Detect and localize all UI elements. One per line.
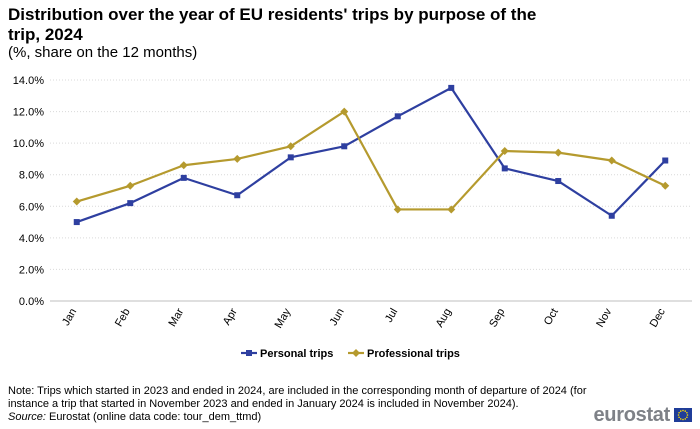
x-axis-ticks: Jan Feb Mar Apr May Jun Jul Aug Sep Oct Nov Dec xyxy=(60,306,668,330)
data-point xyxy=(72,197,81,206)
x-tick-label: Nov xyxy=(594,306,614,329)
eu-flag-icon xyxy=(674,408,692,422)
x-tick-label: Mar xyxy=(166,306,186,329)
y-tick-label: 4.0% xyxy=(19,233,44,245)
data-point xyxy=(233,154,242,163)
legend-label: Professional trips xyxy=(367,348,460,360)
x-tick-label: Jun xyxy=(328,307,347,328)
x-tick-label: Apr xyxy=(221,306,240,327)
x-tick-label: Aug xyxy=(434,307,454,330)
chart-title: Distribution over the year of EU residen… xyxy=(8,5,537,44)
y-tick-label: 14.0% xyxy=(13,75,44,87)
y-tick-label: 6.0% xyxy=(19,201,44,213)
data-point xyxy=(661,181,670,190)
x-tick-label: Dec xyxy=(648,306,668,329)
x-tick-label: May xyxy=(273,306,294,330)
y-tick-label: 10.0% xyxy=(13,138,44,150)
data-point xyxy=(608,212,615,219)
y-tick-label: 8.0% xyxy=(19,170,44,182)
data-point xyxy=(126,181,135,190)
data-point xyxy=(448,84,455,91)
series-line-2 xyxy=(76,110,666,211)
gridlines xyxy=(50,79,692,302)
footnote: Note: Trips which started in 2023 and en… xyxy=(8,385,587,410)
data-point xyxy=(340,107,349,116)
x-tick-label: Oct xyxy=(542,307,561,328)
data-point xyxy=(500,147,509,156)
source-line: Source: Eurostat (online data code: tour… xyxy=(8,411,261,424)
data-point xyxy=(234,192,241,199)
data-point xyxy=(607,156,616,165)
legend-marker xyxy=(246,350,252,356)
data-point xyxy=(662,157,669,164)
data-point xyxy=(555,178,562,185)
data-point xyxy=(447,205,456,214)
eurostat-logo-text: eurostat xyxy=(593,404,670,426)
data-point xyxy=(179,161,188,170)
legend-marker xyxy=(352,349,360,357)
data-point xyxy=(180,174,187,181)
chart-subtitle: (%, share on the 12 months) xyxy=(8,44,198,61)
y-tick-label: 0.0% xyxy=(19,296,44,308)
data-point xyxy=(393,205,402,214)
x-tick-label: Feb xyxy=(113,307,133,329)
y-axis-ticks: 0.0% 2.0% 4.0% 6.0% 8.0% 10.0% 12.0% 14.0% xyxy=(13,75,44,308)
data-point xyxy=(394,113,401,120)
legend-label: Personal trips xyxy=(260,348,333,360)
data-point xyxy=(554,148,563,157)
y-tick-label: 2.0% xyxy=(19,264,44,276)
data-point xyxy=(341,143,348,150)
data-point xyxy=(287,154,294,161)
series-line-1 xyxy=(76,86,667,224)
source-label: Source: xyxy=(8,411,46,423)
x-tick-label: Jan xyxy=(60,307,79,328)
data-point xyxy=(127,200,134,207)
y-tick-label: 12.0% xyxy=(13,107,44,119)
x-tick-label: Sep xyxy=(487,307,507,330)
eurostat-logo: eurostat xyxy=(593,405,692,425)
source-text: Eurostat (online data code: tour_dem_ttm… xyxy=(45,411,262,423)
legend: Personal trips Professional trips xyxy=(241,348,460,360)
data-point xyxy=(73,219,80,226)
line-chart: 0.0% 2.0% 4.0% 6.0% 8.0% 10.0% 12.0% 14.0% Jan F… xyxy=(13,75,692,360)
series-layer xyxy=(72,84,670,226)
x-tick-label: Jul xyxy=(383,307,400,325)
data-point xyxy=(286,142,295,151)
data-point xyxy=(501,165,508,172)
